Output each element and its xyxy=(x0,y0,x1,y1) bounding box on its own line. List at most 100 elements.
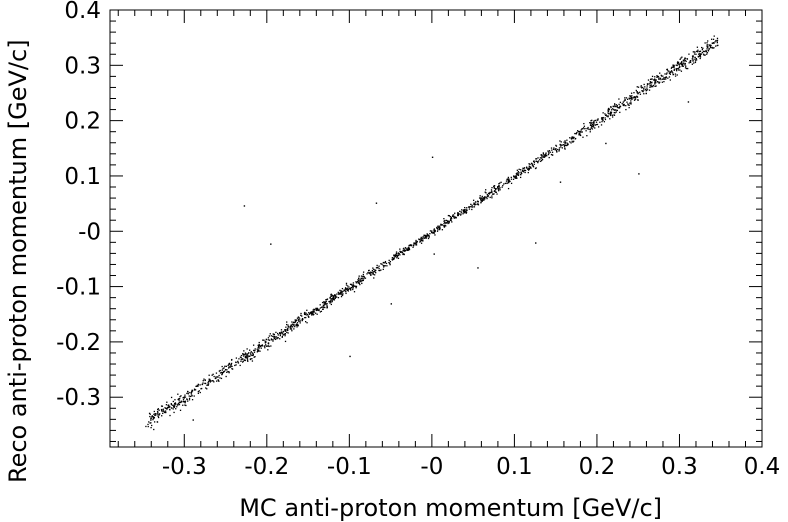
scatter-point xyxy=(563,141,565,143)
scatter-point xyxy=(190,391,193,394)
scatter-point xyxy=(610,114,612,117)
scatter-point xyxy=(159,413,161,415)
scatter-point xyxy=(447,214,450,217)
scatter-point xyxy=(633,96,635,98)
scatter-point xyxy=(267,343,270,345)
scatter-point xyxy=(433,231,435,233)
scatter-point xyxy=(408,248,411,251)
scatter-point xyxy=(613,109,616,111)
scatter-point xyxy=(633,92,635,94)
scatter-point xyxy=(515,176,517,178)
scatter-point xyxy=(332,295,335,297)
scatter-point xyxy=(661,81,664,83)
scatter-point xyxy=(562,144,565,146)
scatter-point xyxy=(312,309,314,311)
scatter-point xyxy=(312,310,314,313)
scatter-point xyxy=(608,108,610,110)
x-tick-label: -0 xyxy=(420,454,443,480)
scatter-point xyxy=(692,60,694,62)
scatter-point xyxy=(564,141,567,143)
scatter-point xyxy=(437,225,439,227)
scatter-point xyxy=(550,153,553,156)
scatter-point xyxy=(496,193,498,195)
scatter-point xyxy=(257,345,260,348)
scatter-point xyxy=(337,291,339,294)
scatter-point xyxy=(358,275,360,277)
scatter-point xyxy=(333,297,335,299)
scatter-point xyxy=(639,93,642,95)
scatter-point xyxy=(284,333,286,336)
scatter-point xyxy=(462,209,464,212)
scatter-point xyxy=(630,100,632,102)
scatter-point xyxy=(324,302,326,304)
scatter-point xyxy=(371,269,374,272)
scatter-point xyxy=(684,64,686,66)
scatter-point xyxy=(197,390,199,393)
scatter-point xyxy=(301,318,303,321)
scatter-point xyxy=(579,132,581,134)
scatter-point xyxy=(374,269,376,271)
scatter-point xyxy=(346,287,349,289)
scatter-point xyxy=(324,301,326,303)
scatter-point xyxy=(462,213,464,215)
scatter-point xyxy=(215,376,217,378)
scatter-point xyxy=(362,275,364,278)
scatter-point xyxy=(404,250,406,252)
scatter-point xyxy=(253,356,255,358)
scatter-point xyxy=(703,54,705,56)
scatter-point xyxy=(655,82,657,84)
scatter-point xyxy=(619,111,621,114)
scatter-point xyxy=(541,157,543,159)
scatter-point xyxy=(182,404,184,406)
scatter-point xyxy=(208,378,210,380)
scatter-point xyxy=(444,224,446,226)
scatter-point xyxy=(362,279,364,282)
scatter-point xyxy=(358,280,360,282)
scatter-point xyxy=(175,404,177,406)
scatter-point xyxy=(311,312,314,314)
scatter-point xyxy=(645,92,647,95)
scatter-point xyxy=(646,87,648,89)
scatter-point xyxy=(313,311,315,313)
scatter-point xyxy=(706,52,709,54)
scatter-point xyxy=(402,253,404,256)
scatter-point xyxy=(521,172,523,175)
scatter-point xyxy=(436,226,438,229)
scatter-point xyxy=(161,409,163,411)
scatter-point xyxy=(490,191,493,193)
scatter-point xyxy=(184,400,187,402)
scatter-point xyxy=(700,53,703,55)
scatter-point xyxy=(454,217,456,219)
scatter-point xyxy=(637,93,639,95)
scatter-point xyxy=(381,263,383,265)
scatter-point xyxy=(481,199,483,202)
scatter-point xyxy=(517,170,520,173)
scatter-point xyxy=(587,126,589,129)
scatter-point xyxy=(583,128,585,130)
scatter-point xyxy=(522,167,524,169)
scatter-point xyxy=(532,165,534,167)
scatter-point xyxy=(649,78,652,80)
scatter-point xyxy=(243,359,246,361)
scatter-point xyxy=(465,208,467,211)
scatter-point xyxy=(524,171,526,174)
scatter-point xyxy=(617,106,619,109)
scatter-point xyxy=(497,186,499,188)
scatter-point xyxy=(290,328,293,330)
scatter-point xyxy=(666,68,668,71)
x-tick-label: -0.1 xyxy=(327,454,372,480)
scatter-point xyxy=(280,329,283,331)
scatter-point xyxy=(594,127,596,129)
scatter-point xyxy=(545,152,547,154)
outlier-point xyxy=(559,181,562,183)
scatter-point xyxy=(425,237,428,239)
scatter-point xyxy=(451,215,454,218)
scatter-point xyxy=(629,97,631,99)
scatter-point xyxy=(672,65,674,67)
scatter-point xyxy=(593,122,595,125)
scatter-point xyxy=(407,247,409,250)
scatter-point xyxy=(655,79,657,81)
scatter-point xyxy=(645,89,647,91)
scatter-point xyxy=(158,414,160,416)
scatter-point xyxy=(277,337,279,339)
